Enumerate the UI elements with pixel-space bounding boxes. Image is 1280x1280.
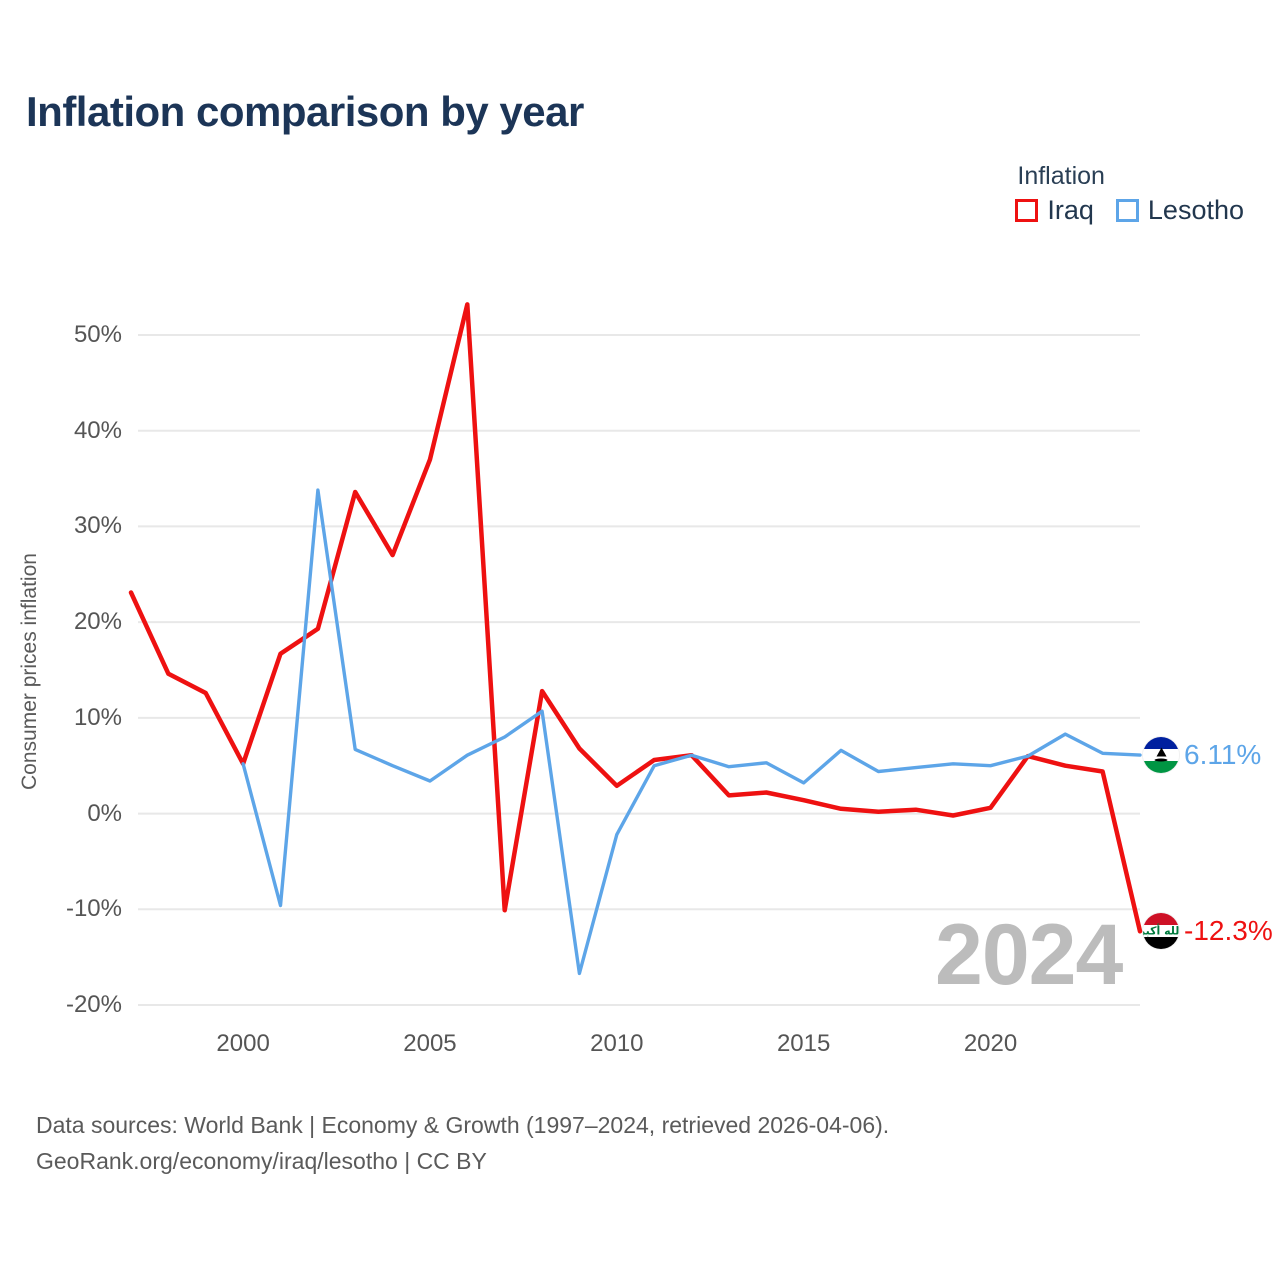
legend-swatch-iraq	[1015, 199, 1039, 222]
chart-legend: Inflation Iraq Lesotho	[1015, 162, 1244, 224]
y-tick-label: 40%	[73, 416, 122, 444]
end-label-lesotho: 6.11%	[1143, 737, 1262, 774]
y-tick-label: 0%	[87, 799, 122, 827]
y-tick-label: -10%	[65, 895, 122, 923]
y-tick-label: 20%	[73, 608, 122, 636]
legend-item-lesotho[interactable]: Lesotho	[1115, 195, 1244, 225]
iraq-flag-icon: الله أكبر	[1143, 913, 1179, 950]
y-tick-label: 10%	[73, 703, 122, 731]
x-tick-label: 2005	[403, 1030, 457, 1057]
y-tick-label: -20%	[65, 991, 122, 1018]
end-value-iraq: -12.3%	[1184, 915, 1273, 947]
x-tick-label: 2010	[590, 1030, 644, 1057]
end-label-iraq: الله أكبر -12.3%	[1143, 913, 1273, 950]
y-tick-label: 30%	[73, 512, 122, 540]
footer-line-2: GeoRank.org/economy/iraq/lesotho | CC BY	[36, 1147, 487, 1174]
page-title: Inflation comparison by year	[26, 88, 584, 135]
legend-label-lesotho: Lesotho	[1147, 195, 1244, 225]
series-line-iraq	[128, 302, 1143, 934]
legend-label-iraq: Iraq	[1047, 195, 1094, 225]
legend-title: Inflation	[1017, 162, 1105, 190]
legend-item-iraq[interactable]: Iraq	[1015, 197, 1094, 224]
end-value-lesotho: 6.11%	[1184, 739, 1262, 771]
lesotho-flag-icon	[1143, 737, 1179, 774]
series-line-lesotho	[241, 488, 1142, 976]
legend-swatch-lesotho	[1115, 199, 1139, 222]
x-tick-label: 2020	[963, 1030, 1018, 1057]
x-tick-label: 2015	[776, 1030, 831, 1057]
x-tick-label: 2000	[216, 1030, 270, 1057]
y-tick-label: 50%	[73, 321, 122, 348]
y-axis-ticks: -20% -10% 0% 10% 20% 30% 40% 50%	[0, 0, 122, 1280]
footer-sources: Data sources: World Bank | Economy & Gro…	[36, 1108, 889, 1179]
year-watermark: 2024	[935, 907, 1123, 1003]
footer-line-1: Data sources: World Bank | Economy & Gro…	[36, 1112, 890, 1138]
